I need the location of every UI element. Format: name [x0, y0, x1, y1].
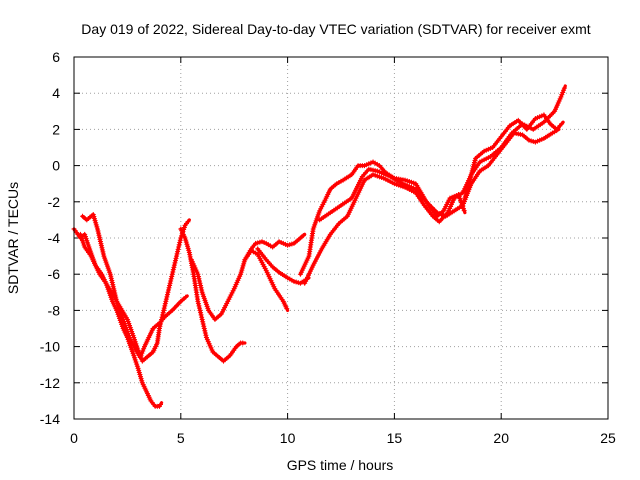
series-track-11	[462, 112, 565, 201]
x-tick-label: 5	[177, 430, 185, 446]
y-tick-label: -12	[40, 375, 60, 391]
plot-frame	[73, 56, 609, 420]
series-markers	[302, 85, 567, 286]
series-markers	[462, 112, 565, 201]
series-markers	[242, 248, 290, 312]
y-tick-label: 6	[52, 49, 60, 65]
series-markers	[317, 128, 560, 223]
y-tick-label: -14	[40, 411, 60, 427]
y-tick-label: -2	[48, 194, 61, 210]
series-track-10	[317, 127, 561, 223]
series-markers	[80, 211, 189, 360]
y-tick-label: -6	[48, 266, 61, 282]
x-tick-label: 10	[280, 430, 296, 446]
series-markers	[77, 231, 164, 409]
data-series	[71, 84, 567, 409]
series-line	[318, 127, 561, 222]
y-tick-label: 0	[52, 158, 60, 174]
y-tick-label: 4	[52, 85, 60, 101]
series-markers	[255, 246, 310, 286]
x-tick-label: 0	[70, 430, 78, 446]
series-track-6	[242, 248, 290, 312]
axis-ticks: 0 5 10 15 20 25 -14 -12 -10 -8 -6 -4 -2 0 2 4 6	[40, 49, 616, 446]
x-tick-label: 15	[387, 430, 403, 446]
y-axis-label: SDTVAR / TECUs	[5, 182, 21, 294]
y-tick-label: 2	[52, 121, 60, 137]
chart-title: Day 019 of 2022, Sidereal Day-to-day VTE…	[81, 21, 590, 37]
y-tick-label: -10	[40, 339, 60, 355]
x-tick-label: 25	[600, 430, 616, 446]
series-track-3	[80, 211, 189, 360]
x-tick-label: 20	[493, 430, 509, 446]
y-tick-label: -4	[48, 230, 61, 246]
series-track-2	[77, 231, 164, 409]
y-tick-label: -8	[48, 302, 61, 318]
series-track-7	[255, 246, 311, 286]
grid	[74, 57, 608, 419]
x-axis-label: GPS time / hours	[287, 457, 394, 473]
series-track-9	[302, 84, 567, 286]
series-line	[303, 84, 567, 285]
